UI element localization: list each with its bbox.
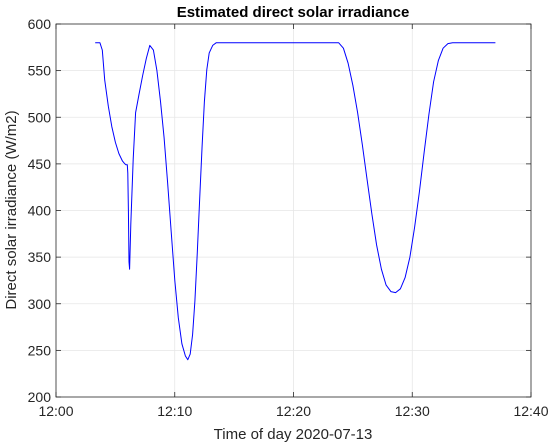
gridlines	[56, 24, 531, 397]
y-tick-label: 450	[28, 156, 52, 172]
x-tick-label: 12:40	[513, 403, 548, 419]
x-axis-label: Time of day 2020-07-13	[214, 426, 373, 443]
x-tick-label: 12:00	[38, 403, 73, 419]
y-tick-label: 250	[28, 342, 52, 358]
y-tick-label: 200	[28, 389, 52, 405]
y-tick-label: 350	[28, 249, 52, 265]
y-tick-label: 300	[28, 296, 52, 312]
y-tick-label: 500	[28, 109, 52, 125]
y-tick-label: 600	[28, 16, 52, 32]
x-tick-label: 12:30	[395, 403, 430, 419]
y-axis: 200 250 300 350 400 450 500 550 600	[28, 16, 531, 405]
y-tick-label: 550	[28, 63, 52, 79]
y-axis-label: Direct solar irradiance (W/m2)	[3, 110, 20, 309]
x-tick-label: 12:10	[157, 403, 192, 419]
x-tick-label: 12:20	[276, 403, 311, 419]
line-series-layer	[95, 42, 496, 361]
chart-title: Estimated direct solar irradiance	[177, 4, 410, 21]
y-tick-label: 400	[28, 203, 52, 219]
x-axis: 12:00 12:10 12:20 12:30 12:40	[38, 24, 549, 419]
irradiance-line	[95, 42, 496, 361]
